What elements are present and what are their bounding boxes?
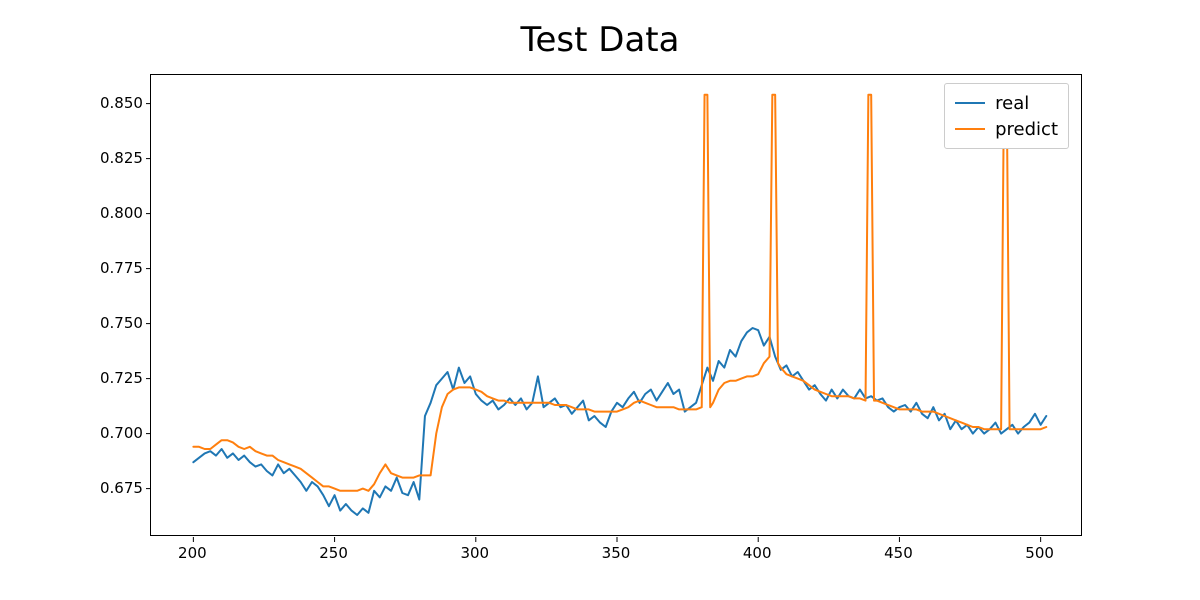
x-tick-label: 400: [743, 544, 772, 562]
x-tick-label: 350: [602, 544, 631, 562]
legend-entry-real: real: [955, 90, 1058, 116]
y-tick-label: 0.725: [100, 369, 142, 387]
y-tick-label: 0.700: [100, 424, 142, 442]
x-tick-label: 250: [319, 544, 348, 562]
x-tick-label: 450: [884, 544, 913, 562]
legend-entry-predict: predict: [955, 116, 1058, 142]
legend-label: predict: [995, 119, 1058, 140]
y-tick-label: 0.750: [100, 314, 142, 332]
y-tick-label: 0.800: [100, 204, 142, 222]
x-tick-label: 500: [1025, 544, 1054, 562]
y-tick-label: 0.850: [100, 94, 142, 112]
legend-swatch: [955, 102, 985, 104]
legend-swatch: [955, 128, 985, 130]
x-tick-label: 300: [460, 544, 489, 562]
y-tick-label: 0.675: [100, 479, 142, 497]
y-tick-label: 0.825: [100, 149, 142, 167]
series-predict: [193, 95, 1046, 491]
x-tick-label: 200: [178, 544, 207, 562]
legend-label: real: [995, 93, 1029, 114]
legend: real predict: [944, 83, 1069, 149]
y-tick-label: 0.775: [100, 259, 142, 277]
chart-title: Test Data: [0, 20, 1200, 60]
series-real: [193, 328, 1046, 515]
figure: Test Data real predict 200 250 300 350 400 450…: [0, 0, 1200, 600]
plot-area: real predict: [150, 74, 1082, 536]
